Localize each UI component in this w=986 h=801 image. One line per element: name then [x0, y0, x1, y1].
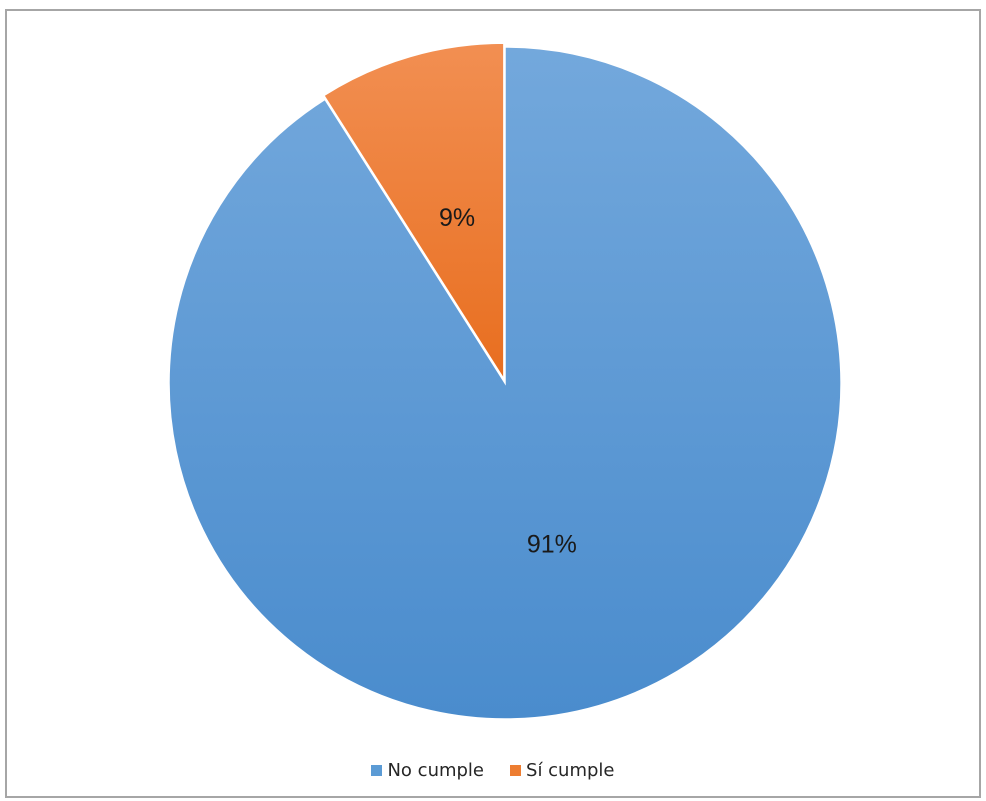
pie-data-labels: 91% 9% [439, 204, 577, 558]
pie-slices [168, 42, 842, 720]
chart-legend: No cumple Sí cumple [0, 758, 986, 782]
pie-slice-no-cumple [168, 46, 842, 720]
legend-label-si-cumple: Sí cumple [526, 759, 615, 781]
data-label-si-cumple: 9% [439, 204, 475, 232]
data-label-no-cumple: 91% [527, 530, 577, 558]
legend-item-si-cumple: Sí cumple [510, 760, 615, 781]
pie-slice-si-cumple [322, 42, 505, 382]
legend-label-no-cumple: No cumple [387, 759, 485, 781]
legend-swatch-si-cumple [510, 764, 522, 776]
legend-swatch-no-cumple [371, 764, 383, 776]
legend-item-no-cumple: No cumple [371, 760, 484, 781]
